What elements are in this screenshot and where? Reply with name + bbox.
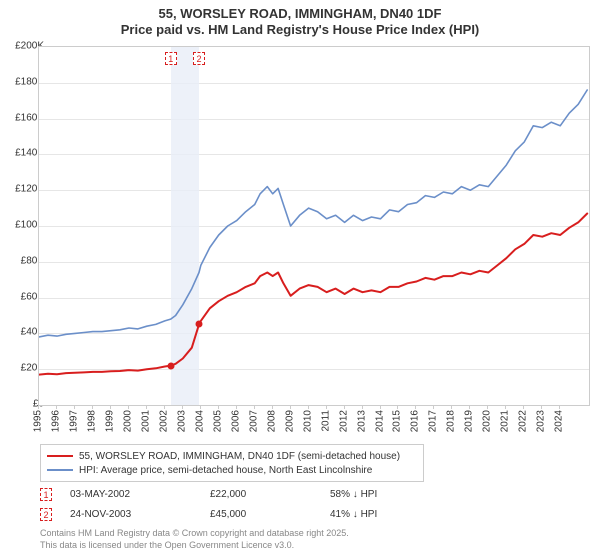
sales-row-delta: 58% ↓ HPI — [330, 489, 430, 500]
x-tick-label: 2008 — [266, 410, 277, 432]
legend-swatch — [47, 455, 73, 457]
sale-marker-1: 1 — [165, 52, 177, 65]
x-tick-label: 2024 — [554, 410, 565, 432]
sale-marker-2: 2 — [193, 52, 205, 65]
sales-row-date: 03-MAY-2002 — [70, 489, 210, 500]
x-tick-label: 2020 — [482, 410, 493, 432]
series-hpi — [39, 90, 587, 337]
x-tick-label: 2019 — [464, 410, 475, 432]
x-tick-label: 2000 — [122, 410, 133, 432]
x-tick-label: 2022 — [518, 410, 529, 432]
sales-row: 2 24-NOV-2003£45,00041% ↓ HPI — [40, 504, 430, 524]
sales-row-price: £45,000 — [210, 509, 330, 520]
x-tick-label: 2015 — [392, 410, 403, 432]
x-tick-label: 2004 — [194, 410, 205, 432]
x-tick-label: 2023 — [536, 410, 547, 432]
x-tick-label: 2013 — [356, 410, 367, 432]
x-tick-label: 2007 — [248, 410, 259, 432]
x-tick-label: 2010 — [302, 410, 313, 432]
x-tick-label: 1999 — [104, 410, 115, 432]
legend-item: 55, WORSLEY ROAD, IMMINGHAM, DN40 1DF (s… — [47, 449, 417, 463]
footer-attribution: Contains HM Land Registry data © Crown c… — [40, 528, 349, 551]
legend-label: 55, WORSLEY ROAD, IMMINGHAM, DN40 1DF (s… — [79, 451, 400, 462]
legend-item: HPI: Average price, semi-detached house,… — [47, 463, 417, 477]
chart-area: 12 — [38, 46, 590, 406]
legend-swatch — [47, 469, 73, 471]
x-tick-label: 2006 — [230, 410, 241, 432]
sales-row-marker: 1 — [40, 488, 52, 501]
x-tick-label: 1996 — [50, 410, 61, 432]
x-tick-label: 2014 — [374, 410, 385, 432]
x-tick-label: 2005 — [212, 410, 223, 432]
x-tick-label: 2021 — [500, 410, 511, 432]
footer-line-2: This data is licensed under the Open Gov… — [40, 540, 349, 552]
x-tick-label: 2001 — [140, 410, 151, 432]
x-tick-label: 2017 — [428, 410, 439, 432]
sales-row: 1 03-MAY-2002£22,00058% ↓ HPI — [40, 484, 430, 504]
legend: 55, WORSLEY ROAD, IMMINGHAM, DN40 1DF (s… — [40, 444, 424, 482]
x-tick-label: 1997 — [68, 410, 79, 432]
x-tick-label: 2018 — [446, 410, 457, 432]
x-tick-label: 2002 — [158, 410, 169, 432]
title-line-2: Price paid vs. HM Land Registry's House … — [0, 22, 600, 38]
sale-dot-1 — [167, 362, 174, 369]
sales-row-date: 24-NOV-2003 — [70, 509, 210, 520]
x-tick-label: 1995 — [33, 410, 44, 432]
sales-row-marker: 2 — [40, 508, 52, 521]
sale-dot-2 — [195, 321, 202, 328]
x-tick-label: 2011 — [320, 410, 331, 432]
sales-row-delta: 41% ↓ HPI — [330, 509, 430, 520]
x-tick-label: 2016 — [410, 410, 421, 432]
sales-table: 1 03-MAY-2002£22,00058% ↓ HPI 2 24-NOV-2003… — [40, 484, 430, 524]
x-tick-label: 2009 — [284, 410, 295, 432]
x-tick-label: 2012 — [338, 410, 349, 432]
footer-line-1: Contains HM Land Registry data © Crown c… — [40, 528, 349, 540]
title-block: 55, WORSLEY ROAD, IMMINGHAM, DN40 1DF Pr… — [0, 0, 600, 39]
x-tick-label: 2003 — [176, 410, 187, 432]
sales-row-price: £22,000 — [210, 489, 330, 500]
legend-label: HPI: Average price, semi-detached house,… — [79, 465, 372, 476]
title-line-1: 55, WORSLEY ROAD, IMMINGHAM, DN40 1DF — [0, 6, 600, 22]
chart-svg — [39, 47, 589, 405]
series-price_paid — [39, 214, 587, 375]
x-tick-label: 1998 — [86, 410, 97, 432]
